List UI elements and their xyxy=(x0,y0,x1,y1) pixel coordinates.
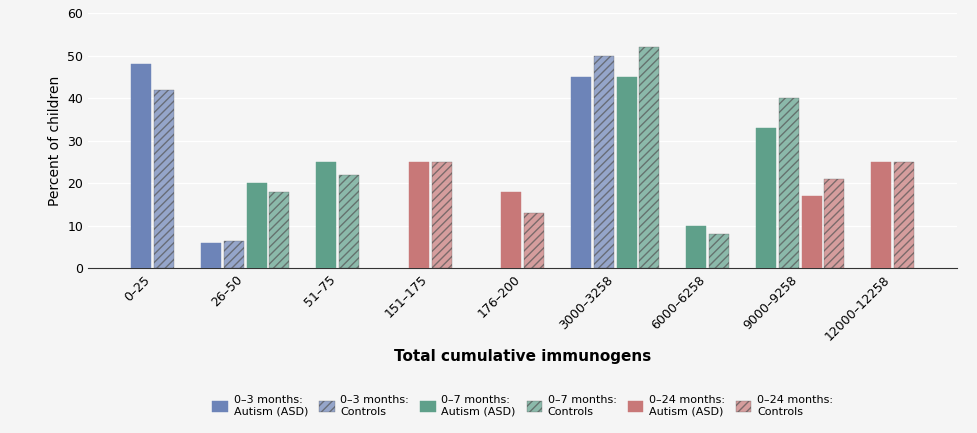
Bar xyxy=(524,213,544,268)
Bar xyxy=(825,179,844,268)
Bar xyxy=(408,162,429,268)
Bar xyxy=(501,192,522,268)
Bar xyxy=(317,162,336,268)
Y-axis label: Percent of children: Percent of children xyxy=(48,76,62,206)
Bar xyxy=(270,192,289,268)
Bar xyxy=(871,162,891,268)
Bar xyxy=(339,175,359,268)
Bar xyxy=(756,128,776,268)
Bar xyxy=(154,90,174,268)
Bar xyxy=(224,241,244,268)
Bar xyxy=(687,226,706,268)
Bar xyxy=(894,162,914,268)
Bar xyxy=(246,183,267,268)
Bar xyxy=(709,234,729,268)
Bar xyxy=(801,196,822,268)
Legend: 0–3 months:
Autism (ASD), 0–3 months:
Controls, 0–7 months:
Autism (ASD), 0–7 mo: 0–3 months: Autism (ASD), 0–3 months: Co… xyxy=(208,391,837,421)
Bar xyxy=(779,98,799,268)
Bar xyxy=(616,77,637,268)
X-axis label: Total cumulative immunogens: Total cumulative immunogens xyxy=(394,349,652,364)
Bar xyxy=(594,55,614,268)
Bar xyxy=(432,162,451,268)
Bar xyxy=(572,77,591,268)
Bar xyxy=(131,64,151,268)
Bar xyxy=(201,243,221,268)
Bar xyxy=(639,47,659,268)
